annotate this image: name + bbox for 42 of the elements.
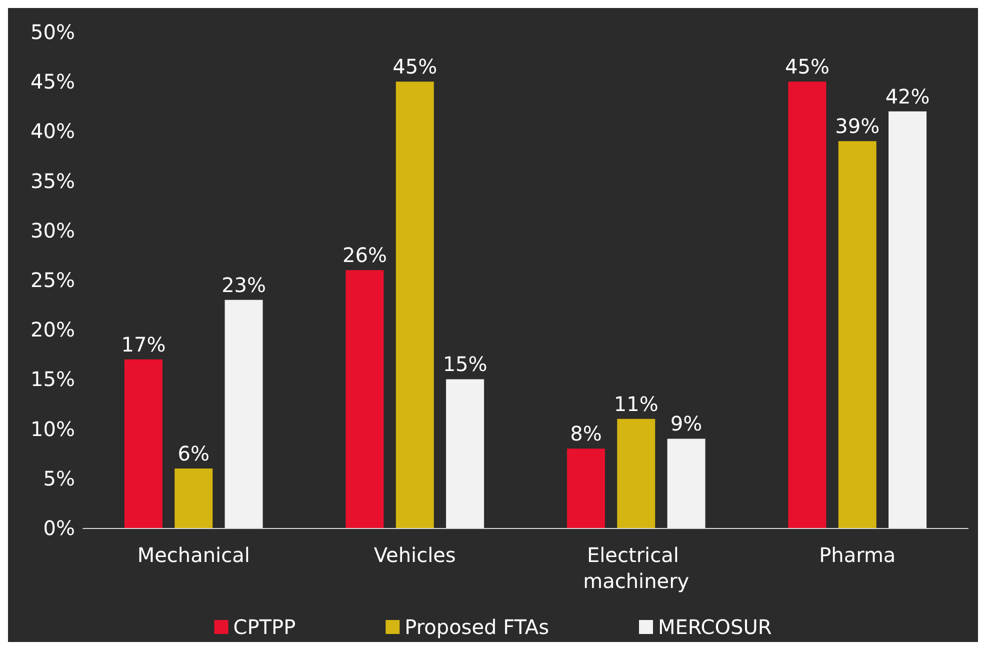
legend-label: MERCOSUR <box>658 615 772 639</box>
data-label: 45% <box>784 54 830 79</box>
data-label: 17% <box>121 332 166 356</box>
legend-label: CPTPP <box>233 615 296 639</box>
y-tick-label: 20% <box>30 318 75 342</box>
data-label: 26% <box>342 243 387 268</box>
y-tick-label: 35% <box>30 168 75 193</box>
bar <box>124 359 162 528</box>
bar <box>224 300 263 528</box>
data-label: 42% <box>885 84 930 108</box>
bar <box>396 82 434 528</box>
data-label: 45% <box>392 54 438 79</box>
bar <box>174 468 213 528</box>
bar <box>788 82 826 528</box>
bar <box>667 438 706 528</box>
y-tick-label: 5% <box>43 466 75 490</box>
data-label: 39% <box>835 114 880 138</box>
data-label: 15% <box>442 352 488 376</box>
x-tick-label: Vehicles <box>374 543 456 567</box>
bar <box>838 141 876 528</box>
bar <box>566 448 605 528</box>
legend-label: Proposed FTAs <box>404 615 549 639</box>
bar <box>446 379 484 528</box>
x-tick-label: Mechanical <box>137 543 250 567</box>
bar <box>888 111 927 528</box>
y-tick-label: 10% <box>30 416 75 441</box>
y-tick-label: 45% <box>30 70 75 94</box>
y-tick-label: 15% <box>30 367 75 392</box>
data-label: 23% <box>222 272 266 297</box>
data-label: 11% <box>614 392 658 416</box>
data-label: 8% <box>570 422 602 446</box>
y-tick-label: 40% <box>30 119 75 144</box>
bar <box>617 418 656 528</box>
data-label: 6% <box>178 441 210 466</box>
data-label: 9% <box>670 412 702 436</box>
x-tick-label: Electrical machinery <box>583 543 690 593</box>
y-tick-label: 30% <box>30 218 75 242</box>
x-tick-label: Pharma <box>819 543 896 567</box>
bar <box>346 270 384 528</box>
y-tick-label: 0% <box>43 516 75 540</box>
y-tick-label: 25% <box>30 268 75 292</box>
y-tick-label: 50% <box>30 20 75 44</box>
